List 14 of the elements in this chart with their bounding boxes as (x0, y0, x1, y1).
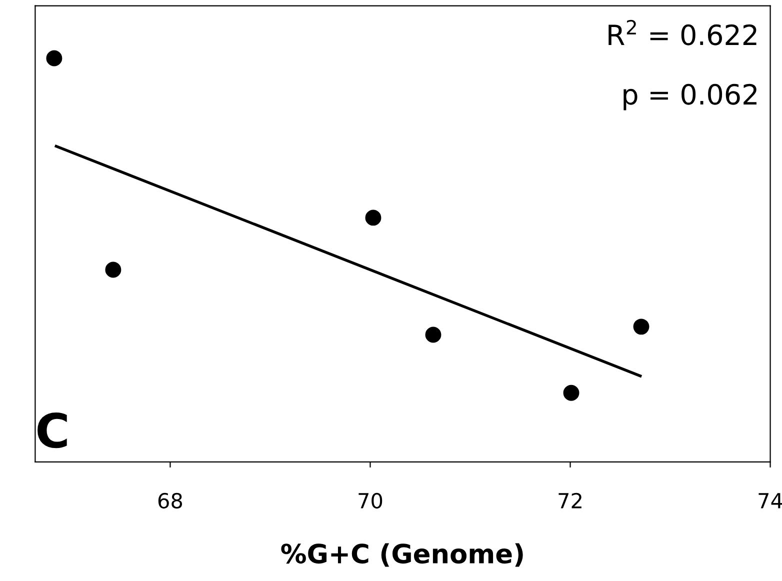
point (105, 262, 122, 278)
x-tick-label: 74 (758, 493, 782, 508)
x-tick-label: 70 (358, 492, 382, 509)
x-axis-title: %G+C (Genome) (281, 543, 523, 567)
point (46, 50, 62, 66)
annotation: C (38, 412, 67, 448)
annotation: p = 0.062 (624, 84, 756, 110)
x-tick-label: 72 (558, 492, 582, 508)
text: R$^{2}$ = 0.622 (608, 20, 756, 46)
point (425, 326, 442, 343)
x-tick-label: 68 (158, 492, 182, 509)
point (633, 318, 650, 335)
point (563, 384, 580, 401)
point (365, 210, 382, 226)
